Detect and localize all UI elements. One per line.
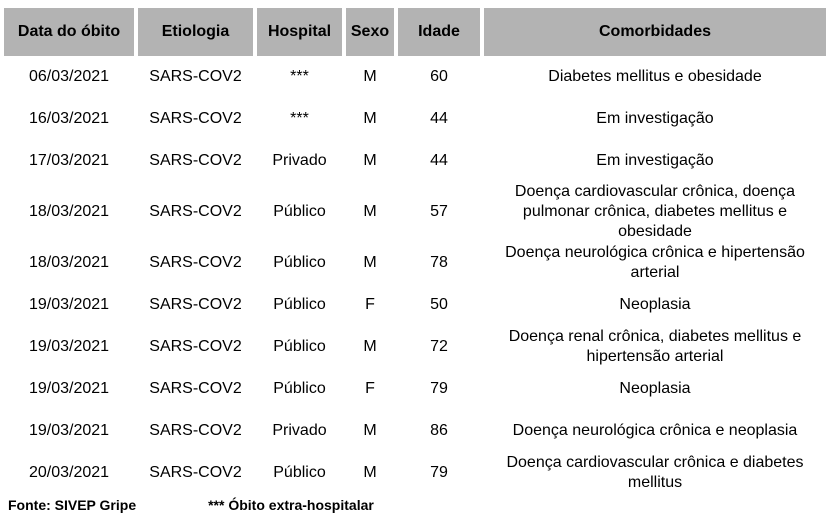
table-body: 06/03/2021 SARS-COV2 *** M 60 Diabetes mellit…: [4, 56, 826, 494]
cell-data-do-obito: 19/03/2021: [28, 380, 110, 397]
table-row: 06/03/2021 SARS-COV2 *** M 60 Diabetes mellit…: [4, 56, 826, 98]
cell-idade: 44: [430, 110, 448, 127]
cell-comorbidades: Diabetes mellitus e obesidade: [548, 68, 762, 85]
cell-data-do-obito: 16/03/2021: [28, 110, 110, 127]
cell-sexo: M: [363, 152, 377, 169]
cell-etiologia: SARS-COV2: [149, 152, 242, 169]
deaths-table: Data do óbito Etiologia Hospital Sexo Id…: [0, 8, 830, 494]
cell-sexo: M: [363, 464, 377, 481]
cell-hospital: Público: [273, 338, 326, 355]
cell-etiologia: SARS-COV2: [149, 254, 242, 271]
table-header: Data do óbito Etiologia Hospital Sexo Id…: [4, 8, 826, 56]
table-footer: Fonte: SIVEP Gripe *** Óbito extra-hospi…: [0, 496, 834, 514]
cell-etiologia: SARS-COV2: [149, 296, 242, 313]
table-row: 18/03/2021 SARS-COV2 Público M 78 Doença neur…: [4, 242, 826, 284]
cell-idade: 72: [430, 338, 448, 355]
cell-hospital: Público: [273, 203, 326, 220]
cell-hospital: ***: [290, 68, 309, 85]
cell-sexo: M: [363, 110, 377, 127]
cell-idade: 86: [430, 422, 448, 439]
cell-idade: 60: [430, 68, 448, 85]
cell-comorbidades: Neoplasia: [619, 380, 691, 397]
cell-hospital: Público: [273, 296, 326, 313]
cell-etiologia: SARS-COV2: [149, 380, 242, 397]
table-row: 18/03/2021 SARS-COV2 Público M 57 Doença card…: [4, 182, 826, 242]
cell-data-do-obito: 19/03/2021: [28, 296, 110, 313]
table-row: 19/03/2021 SARS-COV2 Privado M 86 Doença neur…: [4, 410, 826, 452]
cell-idade: 50: [430, 296, 448, 313]
cell-comorbidades: Doença neurológica crônica e hipertensão…: [505, 244, 805, 281]
column-header-etiologia: Etiologia: [138, 8, 253, 56]
cell-hospital: Privado: [272, 422, 327, 439]
cell-data-do-obito: 18/03/2021: [28, 203, 110, 220]
cell-hospital: Público: [273, 464, 326, 481]
cell-data-do-obito: 18/03/2021: [28, 254, 110, 271]
cell-sexo: M: [363, 422, 377, 439]
footnote-extra-hospitalar: *** Óbito extra-hospitalar: [208, 497, 374, 513]
column-header-sexo: Sexo: [346, 8, 394, 56]
cell-idade: 78: [430, 254, 448, 271]
table-row: 19/03/2021 SARS-COV2 Público F 79 Neoplasia: [4, 368, 826, 410]
cell-sexo: M: [363, 338, 377, 355]
table-row: 17/03/2021 SARS-COV2 Privado M 44 Em investig…: [4, 140, 826, 182]
cell-idade: 44: [430, 152, 448, 169]
cell-data-do-obito: 17/03/2021: [28, 152, 110, 169]
cell-data-do-obito: 19/03/2021: [28, 338, 110, 355]
cell-etiologia: SARS-COV2: [149, 338, 242, 355]
column-header-hospital: Hospital: [257, 8, 342, 56]
cell-sexo: M: [363, 68, 377, 85]
source-label: Fonte: SIVEP Gripe: [8, 497, 137, 513]
table-row: 19/03/2021 SARS-COV2 Público F 50 Neoplasia: [4, 284, 826, 326]
cell-comorbidades: Doença renal crônica, diabetes mellitus …: [508, 328, 802, 365]
column-header-data-do-obito: Data do óbito: [4, 8, 134, 56]
cell-idade: 79: [430, 464, 448, 481]
cell-idade: 79: [430, 380, 448, 397]
header-row: Data do óbito Etiologia Hospital Sexo Id…: [4, 8, 826, 56]
cell-data-do-obito: 06/03/2021: [28, 68, 110, 85]
cell-etiologia: SARS-COV2: [149, 68, 242, 85]
cell-etiologia: SARS-COV2: [149, 110, 242, 127]
cell-hospital: ***: [290, 110, 309, 127]
cell-etiologia: SARS-COV2: [149, 464, 242, 481]
cell-hospital: Público: [273, 254, 326, 271]
cell-comorbidades: Em investigação: [596, 110, 714, 127]
cell-sexo: M: [363, 254, 377, 271]
cell-sexo: F: [365, 380, 375, 397]
cell-data-do-obito: 19/03/2021: [28, 422, 110, 439]
cell-comorbidades: Doença cardiovascular crônica, doença pu…: [514, 183, 796, 240]
cell-idade: 57: [430, 203, 448, 220]
table-row: 19/03/2021 SARS-COV2 Público M 72 Doença rena…: [4, 326, 826, 368]
cell-comorbidades: Doença neurológica crônica e neoplasia: [512, 422, 798, 439]
cell-comorbidades: Doença cardiovascular crônica e diabetes…: [506, 454, 804, 491]
cell-etiologia: SARS-COV2: [149, 203, 242, 220]
column-header-idade: Idade: [398, 8, 480, 56]
table-row: 20/03/2021 SARS-COV2 Público M 79 Doença card…: [4, 452, 826, 494]
cell-data-do-obito: 20/03/2021: [28, 464, 110, 481]
column-header-comorbidades: Comorbidades: [484, 8, 826, 56]
table-row: 16/03/2021 SARS-COV2 *** M 44 Em investigação: [4, 98, 826, 140]
cell-hospital: Privado: [272, 152, 327, 169]
cell-sexo: F: [365, 296, 375, 313]
cell-comorbidades: Neoplasia: [619, 296, 691, 313]
cell-etiologia: SARS-COV2: [149, 422, 242, 439]
cell-sexo: M: [363, 203, 377, 220]
cell-hospital: Público: [273, 380, 326, 397]
cell-comorbidades: Em investigação: [596, 152, 714, 169]
